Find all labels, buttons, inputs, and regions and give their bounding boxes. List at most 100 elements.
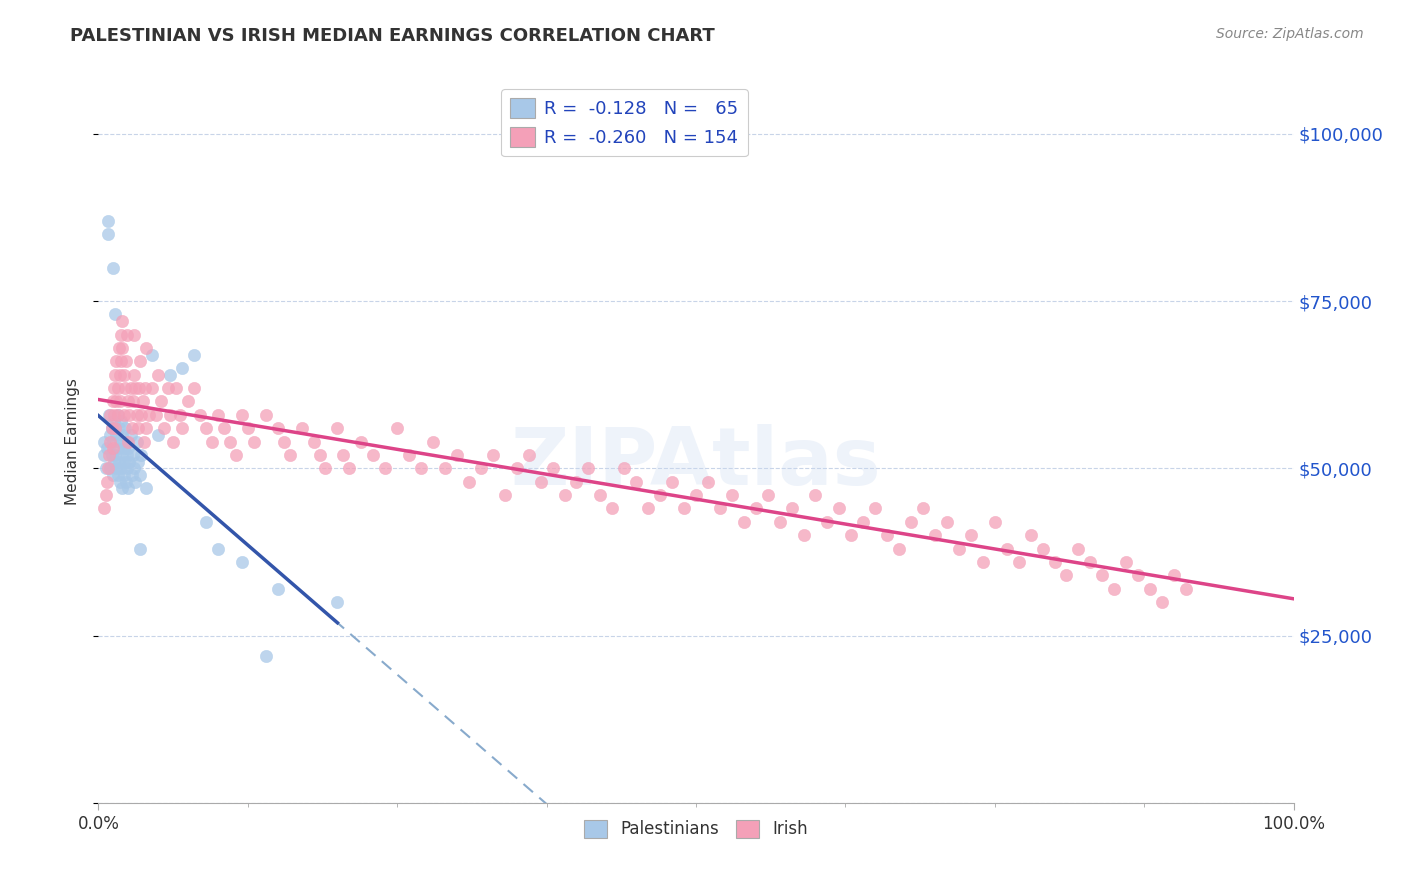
- Point: [121, 421, 143, 435]
- Point: [565, 475, 588, 489]
- Point: [374, 461, 396, 475]
- Point: [984, 515, 1007, 529]
- Point: [128, 381, 150, 395]
- Point: [107, 454, 129, 469]
- Point: [117, 441, 139, 455]
- Point: [96, 441, 118, 455]
- Point: [153, 421, 176, 435]
- Point: [308, 448, 330, 462]
- Point: [201, 434, 224, 449]
- Point: [530, 475, 553, 489]
- Point: [107, 381, 129, 395]
- Point: [1091, 568, 1114, 582]
- Point: [117, 434, 139, 449]
- Point: [98, 408, 121, 422]
- Point: [648, 488, 672, 502]
- Point: [697, 475, 720, 489]
- Point: [108, 434, 131, 449]
- Point: [1163, 568, 1185, 582]
- Point: [828, 501, 851, 516]
- Point: [124, 381, 146, 395]
- Point: [129, 541, 152, 556]
- Point: [120, 381, 142, 395]
- Point: [446, 448, 468, 462]
- Point: [107, 341, 129, 355]
- Point: [101, 441, 124, 455]
- Point: [122, 448, 145, 462]
- Point: [115, 461, 138, 475]
- Point: [101, 434, 124, 449]
- Point: [339, 461, 361, 475]
- Point: [97, 213, 120, 227]
- Point: [768, 515, 790, 529]
- Point: [105, 461, 128, 475]
- Point: [94, 488, 117, 502]
- Point: [541, 461, 564, 475]
- Point: [98, 448, 121, 462]
- Point: [124, 327, 146, 342]
- Point: [995, 541, 1018, 556]
- Point: [494, 488, 516, 502]
- Point: [135, 421, 157, 435]
- Point: [105, 354, 128, 368]
- Point: [100, 421, 122, 435]
- Point: [332, 448, 354, 462]
- Point: [1043, 555, 1066, 569]
- Point: [267, 582, 290, 596]
- Point: [865, 501, 887, 516]
- Point: [243, 434, 266, 449]
- Point: [111, 482, 134, 496]
- Point: [132, 434, 155, 449]
- Point: [1115, 555, 1137, 569]
- Point: [172, 421, 194, 435]
- Point: [103, 408, 125, 422]
- Point: [207, 541, 229, 556]
- Point: [101, 394, 124, 409]
- Point: [326, 595, 349, 609]
- Point: [756, 488, 779, 502]
- Point: [852, 515, 875, 529]
- Point: [97, 227, 120, 241]
- Point: [458, 475, 481, 489]
- Point: [112, 408, 135, 422]
- Point: [131, 448, 153, 462]
- Point: [613, 461, 636, 475]
- Point: [134, 381, 156, 395]
- Point: [889, 541, 911, 556]
- Point: [207, 408, 229, 422]
- Point: [104, 307, 127, 321]
- Point: [254, 648, 277, 663]
- Point: [135, 482, 157, 496]
- Point: [101, 260, 124, 275]
- Point: [177, 394, 200, 409]
- Point: [517, 448, 540, 462]
- Point: [117, 394, 139, 409]
- Point: [254, 408, 277, 422]
- Point: [637, 501, 659, 516]
- Point: [385, 421, 409, 435]
- Point: [125, 408, 148, 422]
- Point: [1008, 555, 1031, 569]
- Point: [94, 461, 117, 475]
- Point: [685, 488, 707, 502]
- Point: [103, 381, 125, 395]
- Point: [291, 421, 314, 435]
- Point: [673, 501, 696, 516]
- Point: [363, 448, 385, 462]
- Point: [411, 461, 433, 475]
- Point: [105, 394, 128, 409]
- Point: [1152, 595, 1174, 609]
- Point: [122, 394, 145, 409]
- Point: [98, 408, 122, 422]
- Point: [936, 515, 959, 529]
- Point: [156, 381, 179, 395]
- Point: [578, 461, 600, 475]
- Point: [93, 448, 115, 462]
- Point: [188, 408, 211, 422]
- Point: [129, 354, 152, 368]
- Point: [326, 421, 349, 435]
- Point: [118, 454, 141, 469]
- Point: [236, 421, 259, 435]
- Point: [110, 327, 132, 342]
- Point: [117, 482, 139, 496]
